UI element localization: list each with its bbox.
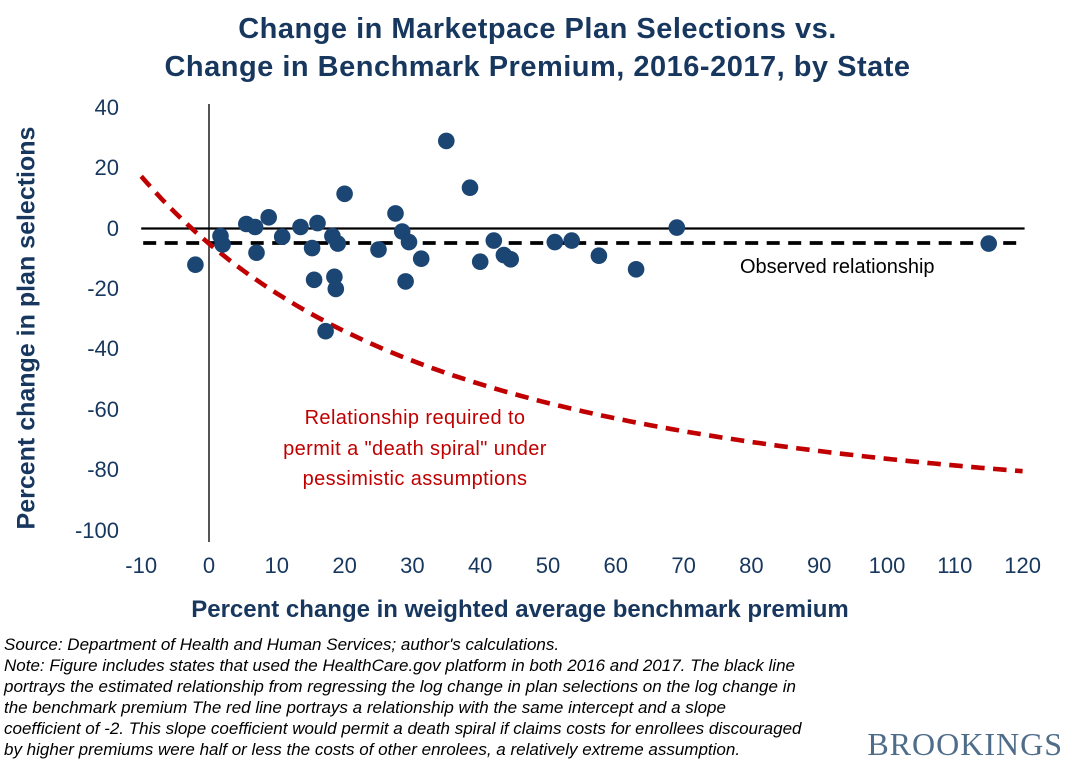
y-tick-label: -60 [87,396,119,422]
x-tick-label: 30 [400,553,425,578]
note-line-2: portrays the estimated relationship from… [4,677,796,696]
scatter-point [327,280,345,298]
source-note-text: Source: Department of Health and Human S… [4,634,909,760]
x-tick-label: 110 [937,553,973,578]
x-tick-label: 40 [467,553,493,578]
x-tick-label: -10 [125,553,158,578]
scatter-point [248,244,265,261]
scatter-point [563,232,580,249]
scatter-point [668,219,686,236]
scatter-point [336,185,353,203]
x-tick-label: 20 [332,553,357,578]
x-tick-label: 10 [264,553,290,578]
x-tick-label: 90 [806,553,832,578]
x-tick-label: 0 [202,553,216,578]
scatter-point [461,179,479,196]
death-spiral-annotation-line-2: permit a "death spiral" under [283,437,547,460]
scatter-point [260,209,278,226]
scatter-point [317,322,334,340]
scatter-point [590,247,608,264]
scatter-point [329,235,347,252]
death-spiral-curve [139,174,1023,474]
x-tick-label: 70 [671,553,696,578]
chart-title: Change in Marketpace Plan Selections vs.… [0,10,1075,86]
brookings-logo: BROOKINGS [867,726,1063,762]
scatter-point [546,233,564,251]
x-tick-label: 100 [868,553,906,578]
scatter-point [412,250,430,267]
scatter-point [305,271,323,289]
x-tick-label: 80 [739,553,764,578]
scatter-point [502,250,519,268]
x-axis-ticks: -10 0 10 20 30 40 50 60 70 80 90 100 110 120 [0,552,1075,582]
x-axis-title: Percent change in weighted average bench… [191,596,849,623]
x-tick-label: 60 [603,553,629,578]
note-line-1: Note: Figure includes states that used t… [4,656,795,675]
note-line-3: the benchmark premium The red line portr… [4,698,726,717]
note-line-4: coefficient of -2. This slope coefficien… [4,719,802,738]
y-tick-label: -20 [87,275,119,301]
scatter-point [370,241,387,258]
y-axis-title: Percent change in plan selections [12,126,41,530]
scatter-point [214,236,231,253]
scatter-point [397,273,414,290]
scatter-point [273,228,291,245]
y-tick-label: -40 [87,336,119,362]
death-spiral-annotation-line-3: pessimistic assumptions [302,468,528,490]
source-line: Source: Department of Health and Human S… [4,635,560,654]
chart-title-line-2: Change in Benchmark Premium, 2016-2017, … [164,51,911,83]
x-tick-label: 50 [535,553,561,578]
note-line-5: by higher premiums were half or less the… [4,740,741,759]
chart-title-line-1: Change in Marketpace Plan Selections vs. [238,13,837,45]
scatter-point [292,218,309,236]
scatter-point [627,261,645,278]
y-axis-ticks: 40 20 0 -20 -40 -60 -80 -100 [0,0,119,560]
scatter-point [303,239,321,257]
observed-relationship-label: Observed relationship [740,256,935,278]
y-tick-label: -80 [87,457,119,483]
y-tick-label: 40 [94,94,119,120]
y-tick-label: -100 [74,517,119,543]
scatter-point [471,253,489,270]
scatter-point [980,235,997,252]
scatter-point [326,268,343,286]
scatter-point [309,214,326,232]
scatter-point [485,232,503,249]
x-tick-label: 120 [1004,553,1041,578]
scatter-point [246,218,264,236]
scatter-point [187,256,204,274]
scatter-point [387,205,404,222]
death-spiral-annotation: Relationship required to permit a "death… [262,403,568,495]
scatter-point [400,233,418,251]
death-spiral-annotation-line-1: Relationship required to [304,407,526,429]
scatter-point [438,132,455,150]
y-tick-label: 20 [94,155,119,181]
y-tick-label: 0 [106,215,119,241]
